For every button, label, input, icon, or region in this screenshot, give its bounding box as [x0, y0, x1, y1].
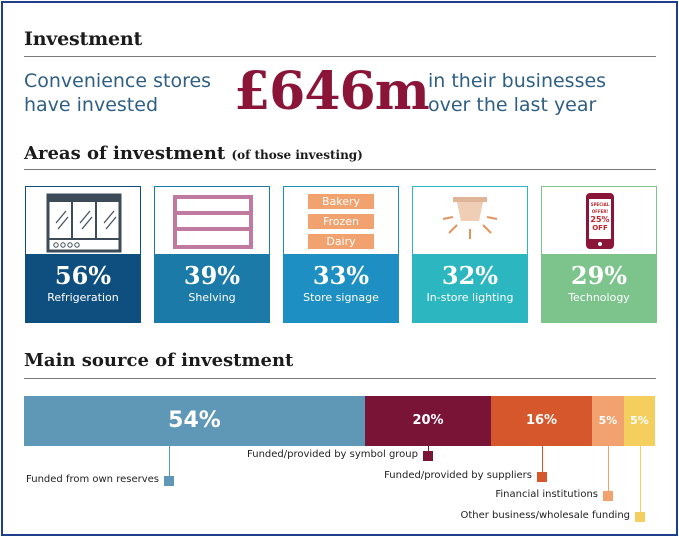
- card-label: Technology: [568, 291, 630, 304]
- divider: [24, 56, 656, 57]
- bar-segment: 54%: [24, 396, 365, 446]
- lead-left: Convenience stores have invested: [24, 69, 211, 117]
- sign-dairy: Dairy: [308, 234, 374, 249]
- card-technology: SPECIAL OFFER! 25% OFF 29% Technology: [541, 186, 657, 323]
- phone-text-4: OFF: [592, 224, 608, 232]
- shelving-icon: [173, 195, 253, 249]
- card-band: 32% In-store lighting: [413, 254, 527, 322]
- areas-heading: Areas of investment (of those investing): [24, 143, 363, 164]
- phone-text-2: OFFER!: [591, 209, 609, 214]
- areas-subtitle: (of those investing): [231, 148, 363, 162]
- bar-segment: 5%: [624, 396, 655, 446]
- lead-left-line1: Convenience stores: [24, 70, 212, 92]
- card-band: 39% Shelving: [155, 254, 269, 322]
- fridge-icon: [46, 193, 122, 253]
- card-percent: 56%: [54, 261, 112, 290]
- source-label-other: Other business/wholesale funding: [460, 510, 630, 521]
- lamp-icon: [442, 197, 498, 239]
- divider: [24, 378, 656, 379]
- card-percent: 33%: [312, 261, 370, 290]
- phone-text-3: 25%: [590, 215, 610, 224]
- card-percent: 32%: [441, 261, 499, 290]
- leader-line: [608, 446, 609, 496]
- legend-marker: [537, 472, 547, 482]
- phone-icon: [586, 193, 614, 249]
- bar-segment-value: 5%: [598, 414, 618, 427]
- card-percent: 29%: [570, 261, 628, 290]
- bar-segment-value: 20%: [412, 413, 444, 428]
- divider: [24, 169, 656, 170]
- phone-screen-text: SPECIAL OFFER! 25% OFF: [589, 201, 611, 232]
- areas-title: Areas of investment: [24, 143, 226, 164]
- leader-line: [640, 446, 641, 517]
- card-band: 56% Refrigeration: [26, 254, 140, 322]
- sign-frozen: Frozen: [308, 214, 374, 229]
- legend-marker: [164, 476, 174, 486]
- legend-marker: [423, 451, 433, 461]
- source-label-financial: Financial institutions: [495, 489, 598, 500]
- card-in-store-lighting: 32% In-store lighting: [412, 186, 528, 323]
- sign-bakery: Bakery: [308, 194, 374, 209]
- legend-marker: [635, 512, 645, 522]
- card-refrigeration: 56% Refrigeration: [25, 186, 141, 323]
- card-label: In-store lighting: [426, 291, 514, 304]
- leader-line: [169, 446, 170, 481]
- card-band: 33% Store signage: [284, 254, 398, 322]
- source-label-symbol-group: Funded/provided by symbol group: [247, 449, 418, 460]
- card-label: Store signage: [303, 291, 379, 304]
- investment-source-bar: 54% 20% 16% 5% 5%: [24, 396, 655, 446]
- signage-icon: Bakery Frozen Dairy: [308, 194, 374, 249]
- investment-amount: £646m: [234, 61, 430, 122]
- lead-left-line2: have invested: [24, 94, 159, 116]
- lead-right-line2: over the last year: [428, 94, 597, 116]
- page-title: Investment: [24, 28, 143, 50]
- card-percent: 39%: [183, 261, 241, 290]
- bar-segment: 20%: [365, 396, 491, 446]
- bar-segment-value: 5%: [630, 414, 649, 427]
- lead-right-line1: in their businesses: [428, 70, 607, 92]
- card-band: 29% Technology: [542, 254, 656, 322]
- card-store-signage: Bakery Frozen Dairy 33% Store signage: [283, 186, 399, 323]
- bar-segment-value: 16%: [525, 413, 558, 428]
- legend-marker: [603, 491, 613, 501]
- lead-right: in their businesses over the last year: [428, 69, 606, 117]
- leader-line: [542, 446, 543, 477]
- card-label: Refrigeration: [47, 291, 119, 304]
- bar-segment-value: 54%: [168, 408, 221, 433]
- source-label-own-reserves: Funded from own reserves: [26, 474, 159, 485]
- bar-segment: 16%: [491, 396, 592, 446]
- phone-text-1: SPECIAL: [590, 202, 610, 207]
- bar-segment: 5%: [592, 396, 624, 446]
- card-shelving: 39% Shelving: [154, 186, 270, 323]
- source-heading: Main source of investment: [24, 350, 294, 371]
- source-label-suppliers: Funded/provided by suppliers: [384, 470, 532, 481]
- card-label: Shelving: [188, 291, 236, 304]
